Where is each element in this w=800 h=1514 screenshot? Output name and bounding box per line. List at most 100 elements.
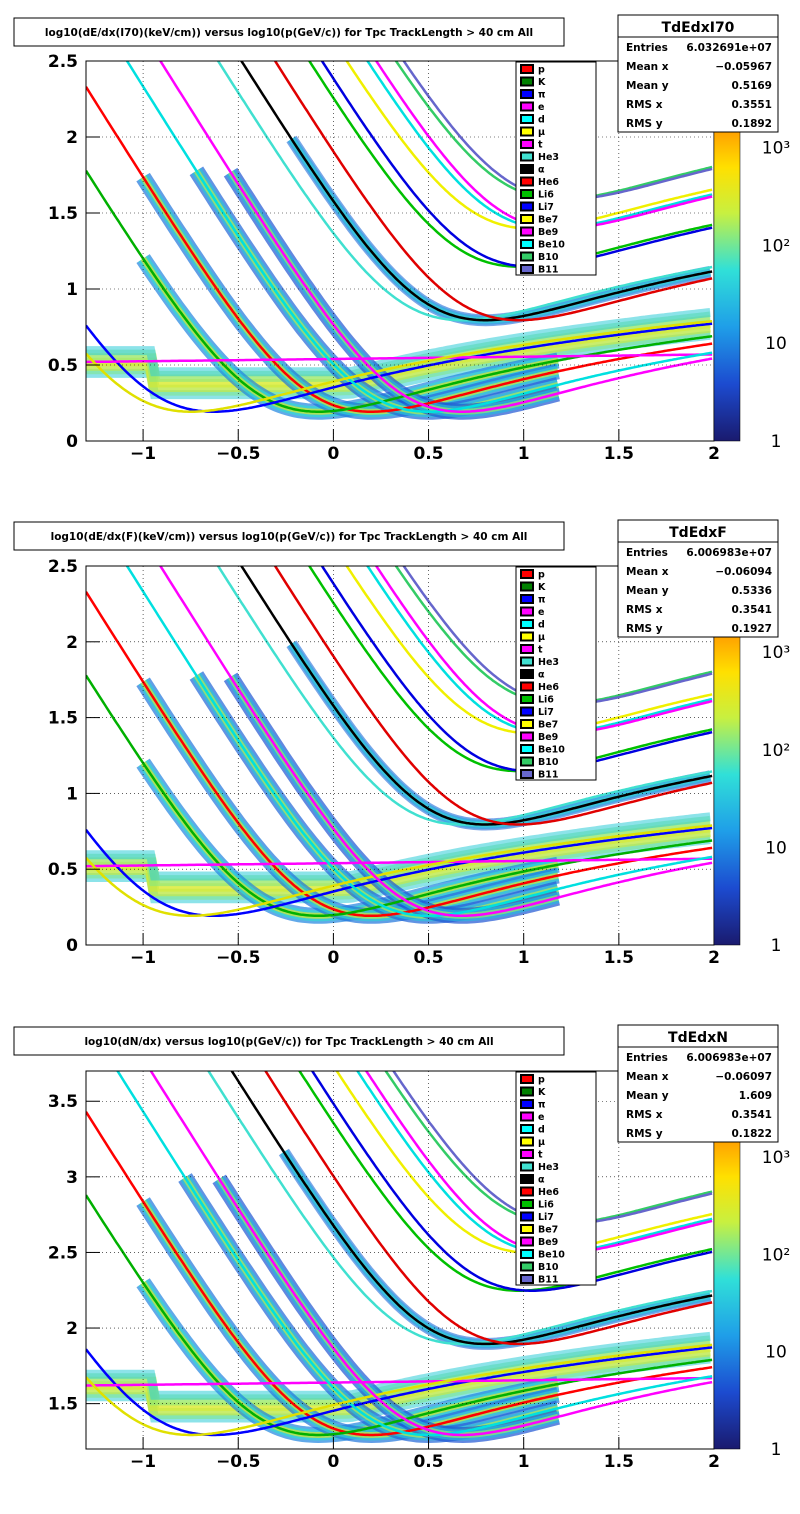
stats-row-value: 0.3541 xyxy=(731,604,772,616)
legend-label: α xyxy=(538,165,545,176)
stats-row-value: 0.3541 xyxy=(731,1109,772,1121)
legend-label: Li7 xyxy=(538,202,554,213)
legend-label: B11 xyxy=(538,1275,558,1286)
legend-swatch-fill xyxy=(522,216,532,222)
expected-curve xyxy=(264,1071,713,1346)
legend-label: d xyxy=(538,1125,545,1136)
legend-swatch-fill xyxy=(522,1188,532,1195)
legend-swatch-fill xyxy=(522,571,532,577)
colorbar-label: 10² xyxy=(762,236,790,256)
legend-swatch-fill xyxy=(522,708,532,715)
expected-curve xyxy=(273,566,713,826)
x-tick-label: 2 xyxy=(708,444,720,464)
y-tick-label: 0 xyxy=(66,936,78,956)
heatmap xyxy=(86,566,713,924)
stats-row-label: RMS x xyxy=(626,99,663,111)
y-tick-label: 2 xyxy=(66,1319,78,1339)
legend-label: He6 xyxy=(538,1187,559,1198)
y-tick-label: 1.5 xyxy=(48,204,78,224)
legend-swatch-fill xyxy=(522,203,532,210)
expected-curve xyxy=(335,1071,713,1255)
stats-row-label: RMS x xyxy=(626,1109,663,1121)
title-box xyxy=(13,1026,565,1056)
stats-row-value: −0.06094 xyxy=(715,566,772,578)
expected-curve xyxy=(307,61,713,268)
x-tick-label: 1 xyxy=(518,444,530,464)
x-tick-label: 1.5 xyxy=(604,444,634,464)
legend-swatch-fill xyxy=(522,266,532,272)
title-box xyxy=(13,521,565,551)
y-tick-label: 2.5 xyxy=(48,1243,78,1263)
expected-curve xyxy=(86,1346,713,1437)
x-tick-label: 0 xyxy=(327,444,339,464)
legend-swatch-fill xyxy=(522,683,532,690)
y-tick-label: 3.5 xyxy=(48,1092,78,1112)
stats-row-label: RMS y xyxy=(626,623,663,635)
colorbar-label: 10 xyxy=(765,838,787,858)
legend-label: α xyxy=(538,670,545,681)
expected-curve xyxy=(86,319,713,413)
legend-label: K xyxy=(538,77,546,88)
legend-label: B11 xyxy=(538,265,558,276)
stats-row-value: 0.1822 xyxy=(731,1128,772,1140)
legend-swatch-fill xyxy=(522,66,532,72)
legend-label: t xyxy=(538,645,543,656)
y-tick-label: 1.5 xyxy=(48,709,78,729)
plot-title: log10(dE/dx(I70)(keV/cm)) versus log10(p… xyxy=(45,27,533,39)
stats-row-value: −0.06097 xyxy=(715,1071,772,1083)
legend-swatch-fill xyxy=(522,103,532,110)
stats-row-label: Entries xyxy=(626,1052,668,1064)
stats-name: TdEdxI70 xyxy=(662,20,735,36)
x-tick-label: −0.5 xyxy=(216,948,260,968)
stats-row-label: Entries xyxy=(626,547,668,559)
colorbar-label: 10³ xyxy=(762,138,790,158)
stats-row-value: 0.5169 xyxy=(731,80,772,92)
legend-swatch-fill xyxy=(522,1263,532,1270)
legend-swatch-fill xyxy=(522,166,532,172)
stats-row-value: 0.1892 xyxy=(731,118,772,130)
y-tick-label: 3 xyxy=(66,1168,78,1188)
legend-swatch-fill xyxy=(522,141,532,147)
legend-swatch-fill xyxy=(522,1276,532,1282)
legend-swatch-fill xyxy=(522,191,532,197)
legend-swatch-fill xyxy=(522,91,532,97)
expected-curve xyxy=(116,1071,713,1437)
legend-swatch-fill xyxy=(522,1201,532,1207)
legend-swatch-fill xyxy=(522,1226,532,1232)
legend-label: e xyxy=(538,607,544,618)
legend-label: p xyxy=(538,1075,545,1086)
title-box xyxy=(13,17,565,47)
legend-swatch-fill xyxy=(522,78,532,85)
legend-swatch-fill xyxy=(522,671,532,677)
legend-label: K xyxy=(538,1087,546,1098)
expected-curve xyxy=(158,566,713,918)
legend-label: Be7 xyxy=(538,1225,558,1236)
y-tick-label: 1 xyxy=(66,280,78,300)
y-tick-label: 2 xyxy=(66,128,78,148)
x-tick-label: −1 xyxy=(130,1452,156,1472)
colorbar-label: 10 xyxy=(765,1343,787,1363)
legend-label: μ xyxy=(538,1137,545,1148)
stats-row-value: 6.006983e+07 xyxy=(686,1052,772,1064)
legend-label: α xyxy=(538,1175,545,1186)
expected-curve xyxy=(86,1376,713,1387)
expected-curve xyxy=(158,61,713,413)
legend-swatch-fill xyxy=(522,128,532,135)
legend-label: e xyxy=(538,102,544,113)
legend-swatch-fill xyxy=(522,633,532,640)
expected-curve xyxy=(86,857,713,868)
legend-swatch-fill xyxy=(522,733,532,740)
panel-1: −1 −0.5 0 0.5 1 1.5 2 0 0.5 1 1.5 2 2.5 1 10 10² 10³ log1… xyxy=(13,14,790,464)
colorbar-label: 10² xyxy=(762,1245,790,1265)
x-tick-label: 1.5 xyxy=(604,1452,634,1472)
expected-curve xyxy=(207,1071,713,1346)
legend-label: Be9 xyxy=(538,227,558,238)
legend-label: Be9 xyxy=(538,732,558,743)
legend-label: t xyxy=(538,1150,543,1161)
y-tick-label: 0.5 xyxy=(48,356,78,376)
colorbar-label: 10 xyxy=(765,334,787,354)
legend-swatch-fill xyxy=(522,658,532,665)
legend-swatch-fill xyxy=(522,1151,532,1157)
x-tick-label: 2 xyxy=(708,948,720,968)
